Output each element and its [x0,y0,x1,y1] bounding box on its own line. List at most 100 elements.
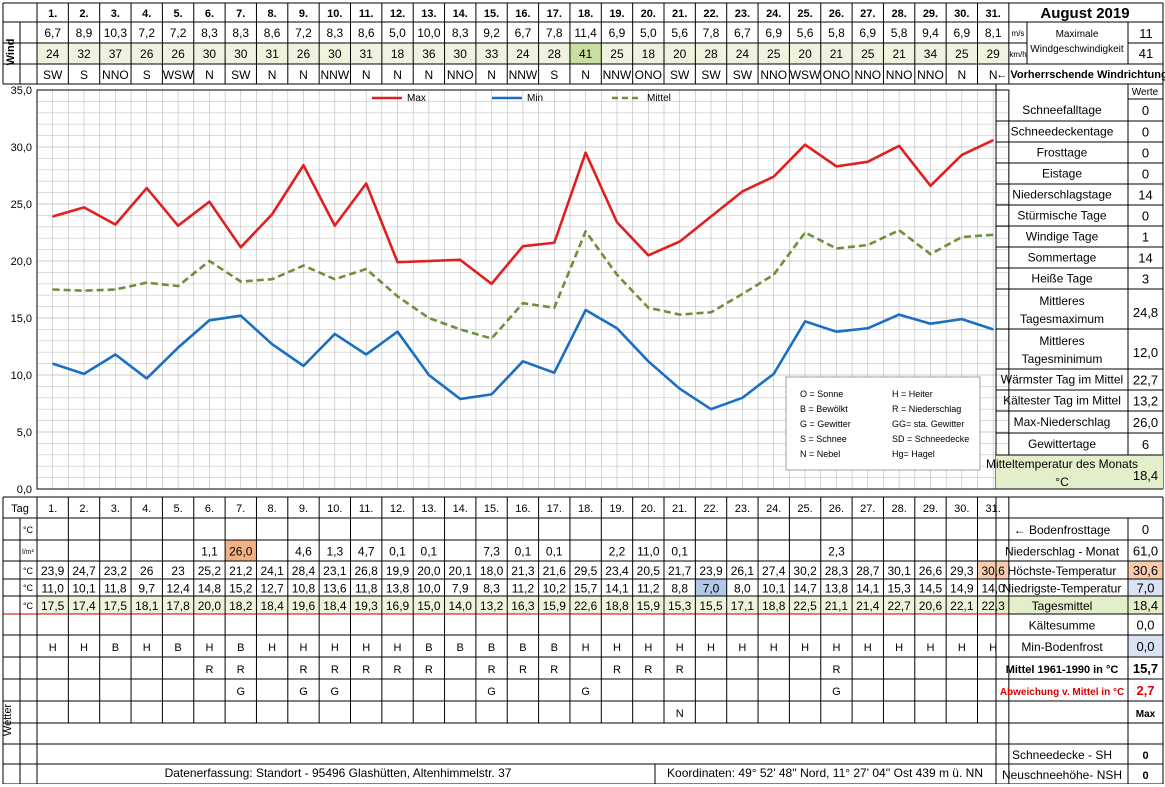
right-stat-value: 61,0 [1133,544,1158,559]
weather-code: R [362,664,370,676]
day-footer: 9. [299,503,308,515]
tmin-value: 14,1 [856,582,880,596]
tmean-value: 15,3 [668,599,692,613]
data-point [208,260,211,262]
tmin-value: 11,0 [41,582,64,596]
wind-ms-value: 6,9 [859,26,876,40]
precip-value: 0,1 [671,545,688,559]
weather-code: H [676,642,684,654]
tmax-value: 30,1 [887,564,911,578]
max-wind-ms: 11 [1139,26,1153,41]
data-point [679,313,681,316]
tmin-value: 13,8 [825,582,849,596]
stat-label-line: Tagesminimum [1022,352,1103,366]
tmax-value: 23,9 [41,564,65,578]
wind-ms-value: 8,1 [985,26,1002,40]
day-footer: 29. [923,503,938,515]
wind-kmh-value: 21 [892,47,906,61]
data-point [553,372,555,374]
right-stat-value: 0 [1142,750,1148,762]
data-point [177,347,179,349]
precip-value: 2,2 [609,545,626,559]
tmin-value: 10,1 [762,582,786,596]
tmax-value: 23 [171,564,185,578]
wind-kmh-value: 28 [548,47,562,61]
tmin-value: 9,7 [138,582,155,596]
weather-code: H [613,642,621,654]
wind-ms-value: 7,8 [703,26,720,40]
wind-kmh-value: 30 [454,47,468,61]
right-stat-value: 0,0 [1136,639,1154,654]
weather-code: B [174,642,181,654]
right-stat-label: Abweichung v. Mittel in °C [1000,687,1124,698]
weather-code: R [488,664,496,676]
stat-label: Max-Niederschlag [1014,415,1111,429]
data-point [585,152,587,154]
data-point [334,278,336,280]
data-point [585,309,587,311]
wind-direction: NNO [886,68,913,82]
right-stat-label: Tagesmittel [1032,599,1093,613]
stat-value: 26,0 [1133,415,1158,430]
day-header: 9. [299,8,308,20]
tmax-value: 23,1 [323,564,347,578]
stat-label-line: Mittleres [1039,334,1084,348]
data-point [835,165,838,167]
key-entry: Hg= Hagel [892,449,935,459]
wind-kmh-value: 20 [673,47,687,61]
tmin-value: 7,9 [452,582,469,596]
tmean-value: 14,0 [449,599,473,613]
stat-label: Mittleres Tagesmaximum [1020,294,1104,326]
data-point [710,408,712,410]
tmax-value: 24,1 [260,564,284,578]
day-header: 14. [453,8,468,20]
precip-value: 0,1 [515,545,532,559]
weather-code: B [237,642,244,654]
monthly-mean-bg [996,455,1163,489]
data-point [741,397,743,399]
day-header: 17. [547,8,562,20]
data-point [867,244,869,246]
unit-c: °C [23,525,34,535]
weather-code: R [832,664,840,676]
stat-value: 3 [1142,272,1149,287]
day-header: 31. [986,8,1001,20]
right-stat-label: Schneedecke - SH [1012,748,1112,762]
data-point [428,374,430,376]
wind-ms-value: 5,0 [389,26,406,40]
data-point [334,225,336,227]
wind-kmh-value: 31 [359,47,373,61]
weather-key-box [785,376,981,471]
data-point [710,215,712,218]
max-wind-label: Maximale [1056,29,1099,40]
weather-code: G [331,686,340,698]
key-entry: G = Gewitter [800,419,851,429]
tmean-value: 15,9 [543,599,567,613]
report-title: August 2019 [1040,5,1129,22]
stat-label-line: Tagesmaximum [1020,312,1104,326]
stat-label: Sommertage [1028,251,1097,265]
right-stat-value: 0,0 [1136,618,1154,633]
tmean-value: 18,8 [605,599,629,613]
y-tick-label: 10,0 [11,370,32,382]
wind-ms-value: 8,3 [452,26,469,40]
tmean-value: 17,5 [41,599,65,613]
tmin-value: 8,3 [483,582,500,596]
day-footer: 5. [173,503,182,515]
data-point [365,182,367,185]
data-point [647,360,649,362]
key-entry: SD = Schneedecke [892,434,969,444]
stat-label: Mitteltemperatur des Monats °C [986,457,1138,489]
tmin-value: 11,2 [512,582,535,596]
tmean-value: 18,2 [229,599,253,613]
day-header: 20. [641,8,656,20]
data-point [240,315,242,317]
wind-ms-value: 8,3 [232,26,249,40]
tmean-value: 16,3 [511,599,535,613]
day-header: 11. [359,8,374,20]
day-footer: 14. [453,503,468,515]
precip-value: 0,1 [421,545,438,559]
legend-label: Min [527,93,543,104]
day-footer: 24. [766,503,781,515]
stat-label: Schneefalltage [1022,103,1102,117]
